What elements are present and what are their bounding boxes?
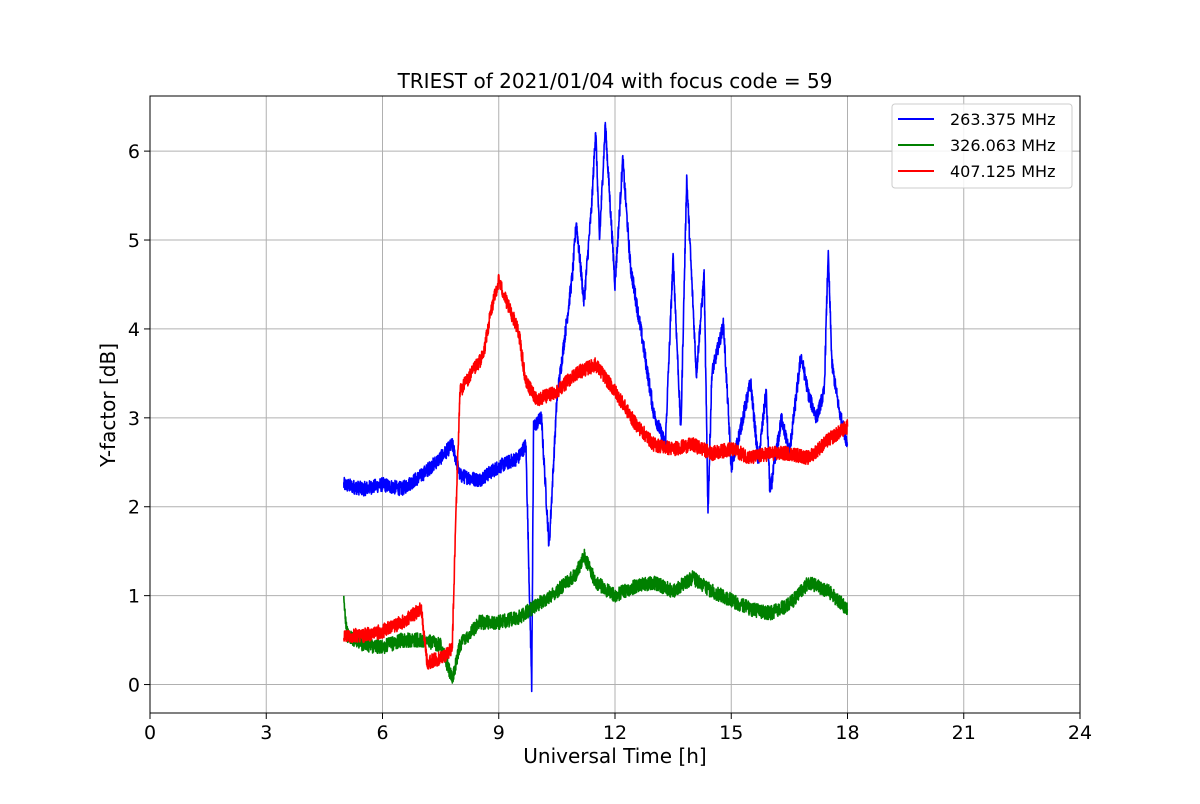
x-tick-label: 24 xyxy=(1068,722,1092,744)
legend-box xyxy=(891,103,1073,189)
y-axis-label: Y-factor [dB] xyxy=(96,343,120,468)
chart-title: TRIEST of 2021/01/04 with focus code = 5… xyxy=(397,69,833,93)
y-tick-label: 3 xyxy=(128,408,140,430)
x-tick-label: 9 xyxy=(493,722,505,744)
series-line xyxy=(343,273,849,670)
y-tick-label: 6 xyxy=(128,141,140,163)
x-tick-label: 15 xyxy=(719,722,743,744)
series-layer xyxy=(343,121,849,693)
x-tick-label: 18 xyxy=(835,722,859,744)
x-axis-label: Universal Time [h] xyxy=(523,744,706,768)
series-line xyxy=(343,548,849,684)
x-tick-label: 3 xyxy=(260,722,272,744)
legend-label: 326.063 MHz xyxy=(950,136,1055,155)
x-tick-label: 6 xyxy=(376,722,388,744)
series-line xyxy=(343,121,849,693)
legend-label: 263.375 MHz xyxy=(950,110,1055,129)
x-tick-label: 21 xyxy=(952,722,976,744)
legend-label: 407.125 MHz xyxy=(950,162,1055,181)
y-tick-label: 0 xyxy=(128,675,140,697)
y-tick-label: 4 xyxy=(128,319,140,341)
x-tick-label: 0 xyxy=(144,722,156,744)
x-tick-label: 12 xyxy=(603,722,627,744)
legend: 263.375 MHz 326.063 MHz 407.125 MHz xyxy=(891,103,1073,189)
y-tick-label: 5 xyxy=(128,230,140,252)
y-tick-label: 2 xyxy=(128,497,140,519)
y-tick-label: 1 xyxy=(128,586,140,608)
